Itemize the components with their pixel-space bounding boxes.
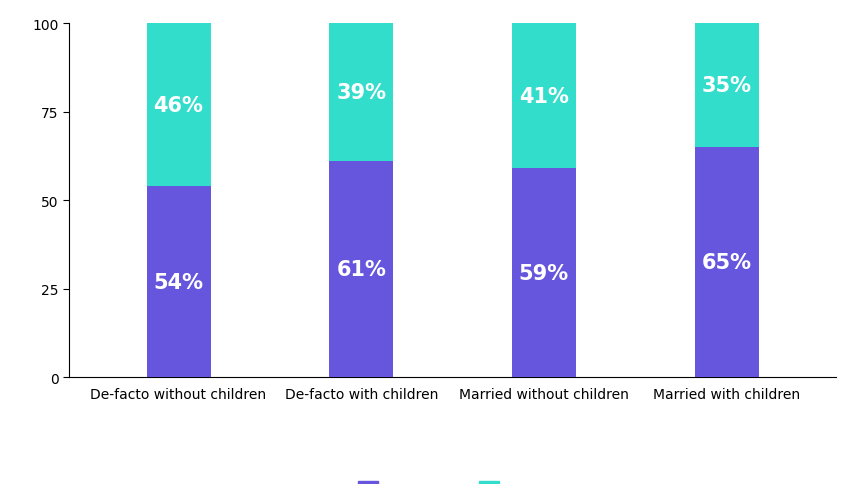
Text: 61%: 61%: [336, 260, 386, 280]
Bar: [146, 187, 210, 378]
Text: 35%: 35%: [701, 76, 751, 96]
Text: 59%: 59%: [518, 263, 568, 283]
Text: 41%: 41%: [518, 87, 568, 106]
Text: 39%: 39%: [336, 83, 386, 103]
Bar: [511, 169, 575, 378]
Bar: [694, 24, 758, 148]
Bar: [329, 24, 393, 162]
Bar: [146, 24, 210, 187]
Bar: [511, 24, 575, 169]
Text: 65%: 65%: [701, 253, 751, 272]
Text: 46%: 46%: [153, 95, 203, 116]
Text: 54%: 54%: [153, 272, 203, 292]
Bar: [694, 148, 758, 378]
Bar: [329, 162, 393, 378]
Legend: Women, Men: Women, Men: [350, 474, 554, 484]
